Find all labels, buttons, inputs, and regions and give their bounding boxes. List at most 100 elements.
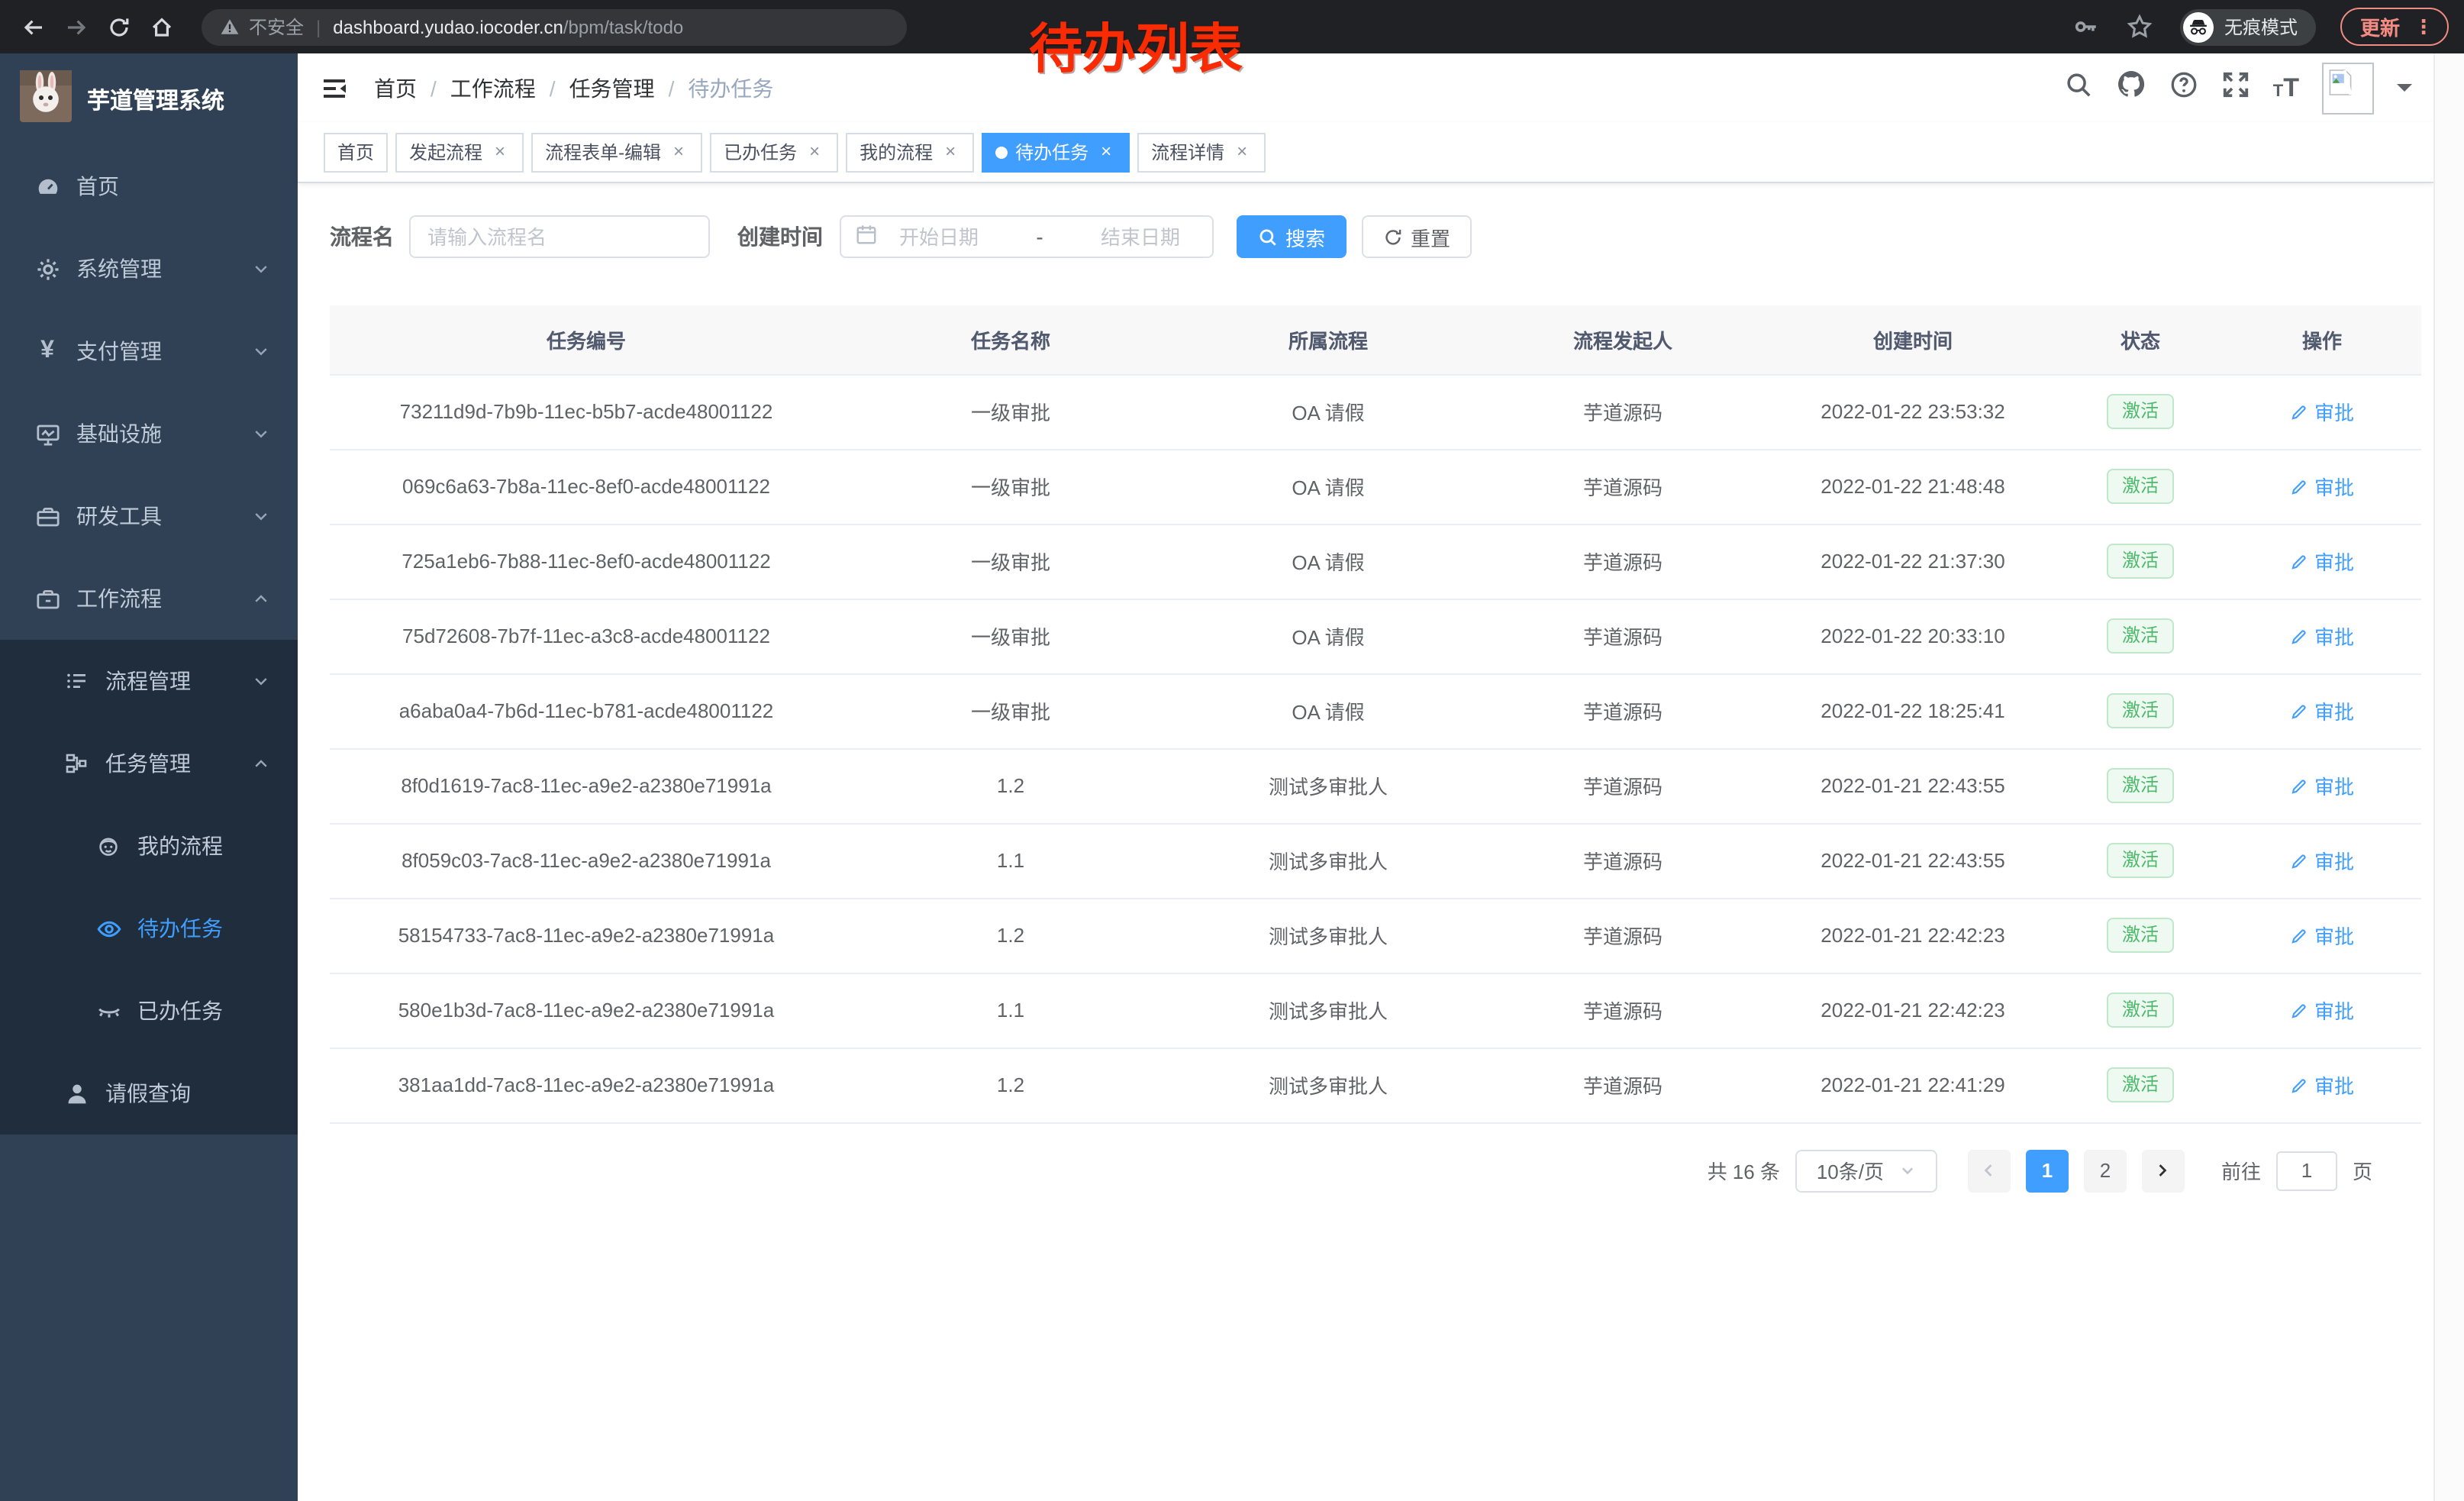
cell-process: OA 请假: [1179, 673, 1478, 749]
reset-button[interactable]: 重置: [1362, 215, 1472, 258]
tab-close-icon[interactable]: ×: [1237, 140, 1248, 162]
status-badge: 激活: [2106, 693, 2174, 728]
top-navbar: 首页 / 工作流程 / 任务管理 / 待办任务: [298, 53, 2433, 122]
end-date-input[interactable]: [1082, 225, 1198, 248]
todo-table: 任务编号 任务名称 所属流程 流程发起人 创建时间 状态 操作: [330, 305, 2421, 1123]
sidebar-item-dev-tools[interactable]: 研发工具: [0, 475, 298, 557]
browser-home-button[interactable]: [144, 8, 180, 45]
approve-link[interactable]: 审批: [2290, 846, 2354, 875]
app-logo[interactable]: 芋道管理系统: [0, 53, 298, 145]
fullscreen-icon[interactable]: [2221, 69, 2250, 106]
sidebar-item-done-tasks[interactable]: 已办任务: [0, 970, 298, 1052]
page-content: 流程名 创建时间 - 搜索: [298, 183, 2433, 1501]
sidebar-item-payment[interactable]: ¥ 支付管理: [0, 310, 298, 392]
github-icon[interactable]: [2116, 69, 2146, 107]
sidebar-item-infrastructure[interactable]: 基础设施: [0, 392, 298, 475]
bookmark-star-icon[interactable]: [2127, 14, 2153, 40]
tab-my-process[interactable]: 我的流程 ×: [846, 132, 975, 172]
tab-process-detail[interactable]: 流程详情 ×: [1137, 132, 1266, 172]
page-size-select[interactable]: 10条/页: [1795, 1149, 1937, 1192]
breadcrumb-task-management[interactable]: 任务管理: [569, 76, 655, 100]
approve-link[interactable]: 审批: [2290, 472, 2354, 501]
approve-link[interactable]: 审批: [2290, 771, 2354, 800]
approve-link[interactable]: 审批: [2290, 547, 2354, 576]
browser-update-button[interactable]: 更新 ⋮: [2340, 8, 2449, 46]
sidebar-item-home[interactable]: 首页: [0, 145, 298, 228]
tab-close-icon[interactable]: ×: [945, 140, 956, 162]
browser-reload-button[interactable]: [101, 8, 137, 45]
cell-task-name: 一级审批: [843, 449, 1179, 525]
date-range-picker[interactable]: -: [840, 215, 1214, 258]
address-bar[interactable]: 不安全 | dashboard.yudao.iocoder.cn/bpm/tas…: [202, 8, 907, 45]
approve-link[interactable]: 审批: [2290, 921, 2354, 950]
browser-toolbar: 不安全 | dashboard.yudao.iocoder.cn/bpm/tas…: [0, 0, 2464, 53]
pagination-page-2[interactable]: 2: [2083, 1149, 2127, 1192]
tab-process-form-edit[interactable]: 流程表单-编辑 ×: [531, 132, 703, 172]
sidebar-item-leave-query[interactable]: 请假查询: [0, 1052, 298, 1135]
chevron-down-icon: [252, 260, 270, 278]
filter-bar: 流程名 创建时间 - 搜索: [330, 215, 2421, 258]
breadcrumb-workflow[interactable]: 工作流程: [450, 76, 536, 100]
tab-close-icon[interactable]: ×: [495, 140, 506, 162]
cell-starter: 芋道源码: [1478, 823, 1768, 899]
pagination-next-button[interactable]: [2141, 1149, 2185, 1192]
tab-done-tasks[interactable]: 已办任务 ×: [710, 132, 839, 172]
incognito-icon: [2182, 11, 2214, 42]
pagination-prev-button[interactable]: [1967, 1149, 2011, 1192]
cell-task-name: 1.2: [843, 1047, 1179, 1123]
tab-close-icon[interactable]: ×: [809, 140, 821, 162]
status-badge: 激活: [2106, 768, 2174, 803]
approve-link[interactable]: 审批: [2290, 621, 2354, 650]
url-path[interactable]: /bpm/task/todo: [563, 16, 684, 37]
avatar[interactable]: [2322, 62, 2374, 114]
window-scrollbar[interactable]: [2433, 53, 2464, 1501]
status-badge: 激活: [2106, 918, 2174, 953]
browser-menu-dots-icon[interactable]: ⋮: [2414, 15, 2433, 37]
pagination-page-1[interactable]: 1: [2025, 1149, 2069, 1192]
tab-close-icon[interactable]: ×: [673, 140, 685, 162]
breadcrumb-home[interactable]: 首页: [374, 76, 417, 100]
flow-icon: [63, 751, 90, 776]
approve-label: 审批: [2314, 851, 2354, 873]
search-icon[interactable]: [2064, 69, 2093, 106]
sidebar-item-label: 请假查询: [105, 1081, 191, 1106]
approve-label: 审批: [2314, 1000, 2354, 1023]
tab-home[interactable]: 首页: [324, 132, 389, 172]
tab-todo-tasks[interactable]: 待办任务 ×: [982, 132, 1130, 172]
approve-label: 审批: [2314, 1075, 2354, 1098]
sidebar-item-my-process[interactable]: 我的流程: [0, 805, 298, 887]
url-host[interactable]: dashboard.yudao.iocoder.cn: [333, 16, 563, 37]
security-label[interactable]: 不安全: [249, 17, 305, 38]
tab-start-process[interactable]: 发起流程 ×: [395, 132, 524, 172]
sidebar-item-label: 已办任务: [137, 999, 223, 1023]
cell-starter: 芋道源码: [1478, 673, 1768, 749]
pagination-goto-input[interactable]: [2275, 1151, 2337, 1190]
reset-button-label: 重置: [1411, 227, 1451, 250]
table-row: 069c6a63-7b8a-11ec-8ef0-acde48001122 一级审…: [330, 449, 2421, 525]
approve-link[interactable]: 审批: [2290, 696, 2354, 725]
sidebar-collapse-icon[interactable]: [319, 73, 350, 103]
cell-task-id: 580e1b3d-7ac8-11ec-a9e2-a2380e71991a: [330, 973, 843, 1048]
sidebar-item-workflow[interactable]: 工作流程: [0, 557, 298, 640]
approve-link[interactable]: 审批: [2290, 1070, 2354, 1099]
sidebar-item-task-management[interactable]: 任务管理: [0, 722, 298, 805]
tab-close-icon[interactable]: ×: [1101, 140, 1112, 162]
column-header-created: 创建时间: [1768, 305, 2058, 375]
help-question-icon[interactable]: [2169, 69, 2198, 106]
update-label[interactable]: 更新: [2359, 17, 2400, 40]
browser-forward-button[interactable]: [58, 8, 95, 45]
avatar-dropdown-caret-icon[interactable]: [2397, 84, 2412, 99]
search-button[interactable]: 搜索: [1237, 215, 1347, 258]
sidebar-item-todo-tasks[interactable]: 待办任务: [0, 887, 298, 970]
process-name-input[interactable]: [409, 215, 710, 258]
sidebar-item-system[interactable]: 系统管理: [0, 228, 298, 310]
cell-process: 测试多审批人: [1179, 1047, 1478, 1123]
start-date-input[interactable]: [881, 225, 997, 248]
password-key-icon[interactable]: [2073, 14, 2099, 40]
approve-link[interactable]: 审批: [2290, 397, 2354, 426]
breadcrumb: 首页 / 工作流程 / 任务管理 / 待办任务: [374, 73, 773, 103]
sidebar-item-process-management[interactable]: 流程管理: [0, 640, 298, 722]
browser-back-button[interactable]: [15, 8, 52, 45]
approve-link[interactable]: 审批: [2290, 996, 2354, 1025]
